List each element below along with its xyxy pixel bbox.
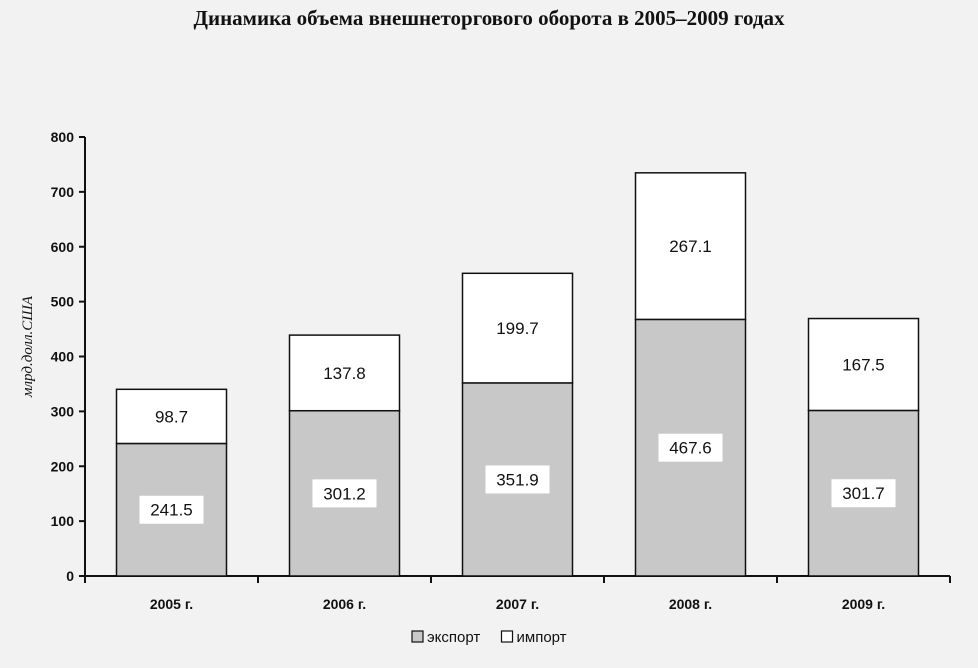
x-tick-label: 2005 г. xyxy=(150,596,193,612)
data-label: 301.7 xyxy=(842,484,885,503)
y-tick-label: 100 xyxy=(51,513,75,529)
y-axis-label: млрд.долл.США xyxy=(20,295,36,398)
y-tick-label: 0 xyxy=(66,568,74,584)
x-tick-label: 2006 г. xyxy=(323,596,366,612)
data-label-box xyxy=(139,495,204,524)
data-label-box xyxy=(312,479,377,508)
y-tick-label: 400 xyxy=(51,349,75,365)
y-tick-label: 500 xyxy=(51,294,75,310)
data-label-box xyxy=(485,465,550,494)
y-tick-label: 700 xyxy=(51,184,75,200)
legend-swatch-экспорт xyxy=(411,630,424,643)
data-label: 199.7 xyxy=(496,319,539,338)
y-tick-label: 300 xyxy=(51,403,75,419)
chart-title: Динамика объема внешнеторгового оборота … xyxy=(193,6,785,30)
data-label-box xyxy=(831,350,896,379)
data-label-box xyxy=(658,232,723,261)
data-label: 98.7 xyxy=(155,407,188,426)
data-label: 241.5 xyxy=(150,501,193,520)
x-tick-label: 2008 г. xyxy=(669,596,712,612)
x-tick-label: 2007 г. xyxy=(496,596,539,612)
data-label: 137.8 xyxy=(323,364,366,383)
data-label: 351.9 xyxy=(496,470,539,489)
data-label-box xyxy=(831,479,896,508)
y-tick-label: 800 xyxy=(51,129,75,145)
y-tick-label: 200 xyxy=(51,458,75,474)
data-label: 267.1 xyxy=(669,237,712,256)
data-label: 467.6 xyxy=(669,439,712,458)
legend-label-импорт: импорт xyxy=(517,629,567,646)
data-label-box xyxy=(144,402,199,431)
data-label: 167.5 xyxy=(842,355,885,374)
data-label: 301.2 xyxy=(323,484,366,503)
x-tick-label: 2009 г. xyxy=(842,596,885,612)
data-label-box xyxy=(485,314,550,343)
data-label-box xyxy=(658,433,723,462)
data-label-box xyxy=(312,358,377,387)
legend-label-экспорт: экспорт xyxy=(427,629,480,646)
y-tick-label: 600 xyxy=(51,239,75,255)
legend-swatch-импорт xyxy=(500,630,514,643)
